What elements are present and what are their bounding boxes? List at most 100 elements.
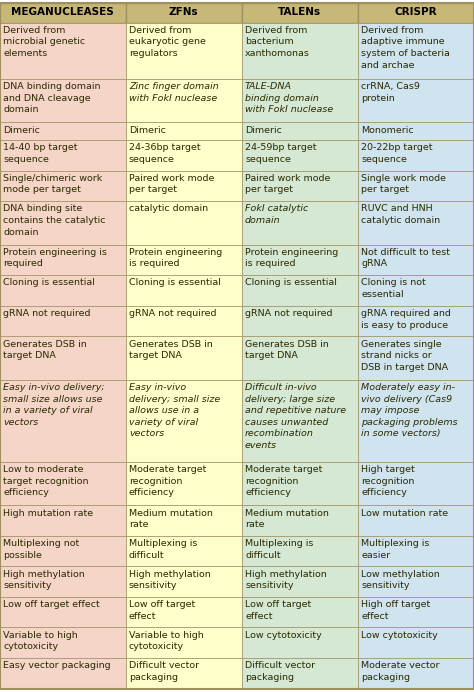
Text: xanthomonas: xanthomonas [245,49,310,58]
Text: TALENs: TALENs [278,7,321,17]
Bar [358,23,474,79]
Text: 24-59bp target: 24-59bp target [245,143,317,152]
Text: and archae: and archae [361,60,415,69]
Text: Derived from: Derived from [361,26,424,35]
Bar [358,628,474,658]
Bar [358,79,474,122]
Text: DNA binding domain: DNA binding domain [3,82,101,91]
Text: 14-40 bp target: 14-40 bp target [3,143,78,152]
Text: target DNA: target DNA [245,351,298,360]
Text: Paired work mode: Paired work mode [129,174,214,183]
Text: in some vectors): in some vectors) [361,429,441,438]
Bar [126,201,242,244]
Text: Single work mode: Single work mode [361,174,446,183]
Text: Not difficult to test: Not difficult to test [361,248,450,257]
Text: effect: effect [361,612,389,621]
Text: MEGANUCLEASES: MEGANUCLEASES [11,7,114,17]
Text: gRNA not required: gRNA not required [129,309,217,318]
Text: DNA binding site: DNA binding site [3,204,82,213]
Bar [0,23,126,79]
Text: contains the catalytic: contains the catalytic [3,216,106,225]
Bar [0,275,126,306]
Bar [126,140,242,171]
Text: easier: easier [361,551,391,560]
Text: High methylation: High methylation [245,570,327,579]
Text: Easy in-vivo delivery;: Easy in-vivo delivery; [3,383,105,392]
Text: difficult: difficult [245,551,281,560]
Text: per target: per target [361,185,409,194]
Text: catalytic domain: catalytic domain [361,216,440,225]
Text: mode per target: mode per target [3,185,81,194]
Text: recombination: recombination [245,429,314,438]
Text: Generates DSB in: Generates DSB in [3,340,87,349]
Bar [242,306,358,336]
Bar [0,79,126,122]
Bar [0,201,126,244]
Text: in a variety of viral: in a variety of viral [3,406,93,415]
Text: Variable to high: Variable to high [3,631,78,640]
Text: regulators: regulators [129,49,178,58]
Bar [242,597,358,628]
Bar [126,79,242,122]
Text: Generates single: Generates single [361,340,442,349]
Text: packaging: packaging [245,673,294,682]
Text: Low cytotoxicity: Low cytotoxicity [245,631,322,640]
Text: Difficult vector: Difficult vector [129,662,199,671]
Text: Easy vector packaging: Easy vector packaging [3,662,111,671]
Text: packaging: packaging [129,673,178,682]
Bar [242,3,358,23]
Text: TALE-DNA: TALE-DNA [245,82,292,91]
Text: Cloning is essential: Cloning is essential [3,278,95,287]
Text: may impose: may impose [361,406,419,415]
Text: eukaryotic gene: eukaryotic gene [129,37,206,46]
Text: gRNA: gRNA [361,260,387,268]
Text: Zinc finger domain: Zinc finger domain [129,82,219,91]
Text: sensitivity: sensitivity [129,581,177,590]
Text: Moderate vector: Moderate vector [361,662,440,671]
Text: gRNA not required: gRNA not required [3,309,91,318]
Text: Generates DSB in: Generates DSB in [245,340,329,349]
Text: system of bacteria: system of bacteria [361,49,450,58]
Bar [242,244,358,275]
Text: Low methylation: Low methylation [361,570,440,579]
Bar [358,171,474,201]
Text: target DNA: target DNA [3,351,56,360]
Bar [126,122,242,140]
Text: Derived from: Derived from [129,26,191,35]
Bar [358,658,474,689]
Bar [358,336,474,380]
Text: binding domain: binding domain [245,94,319,103]
Text: Medium mutation: Medium mutation [245,509,329,518]
Text: Variable to high: Variable to high [129,631,204,640]
Bar [0,628,126,658]
Text: efficiency: efficiency [361,489,407,498]
Text: efficiency: efficiency [245,489,291,498]
Text: Moderate target: Moderate target [129,465,206,474]
Text: recognition: recognition [361,477,415,486]
Bar [0,336,126,380]
Bar [242,79,358,122]
Bar [358,201,474,244]
Bar [126,505,242,536]
Text: CRISPR: CRISPR [395,7,437,17]
Bar [0,462,126,505]
Text: cytotoxicity: cytotoxicity [3,642,58,651]
Text: essential: essential [361,290,404,299]
Bar [126,536,242,567]
Bar [242,122,358,140]
Text: is required: is required [129,260,180,268]
Text: difficult: difficult [129,551,164,560]
Text: packaging: packaging [361,673,410,682]
Bar [126,597,242,628]
Text: delivery; small size: delivery; small size [129,394,220,403]
Text: with FokI nuclease: with FokI nuclease [245,105,333,114]
Text: adaptive immune: adaptive immune [361,37,445,46]
Text: small size allows use: small size allows use [3,394,103,403]
Text: gRNA not required: gRNA not required [245,309,333,318]
Bar [358,567,474,597]
Bar [358,462,474,505]
Text: crRNA, Cas9: crRNA, Cas9 [361,82,420,91]
Text: rate: rate [245,520,264,529]
Bar [0,171,126,201]
Text: Low to moderate: Low to moderate [3,465,84,474]
